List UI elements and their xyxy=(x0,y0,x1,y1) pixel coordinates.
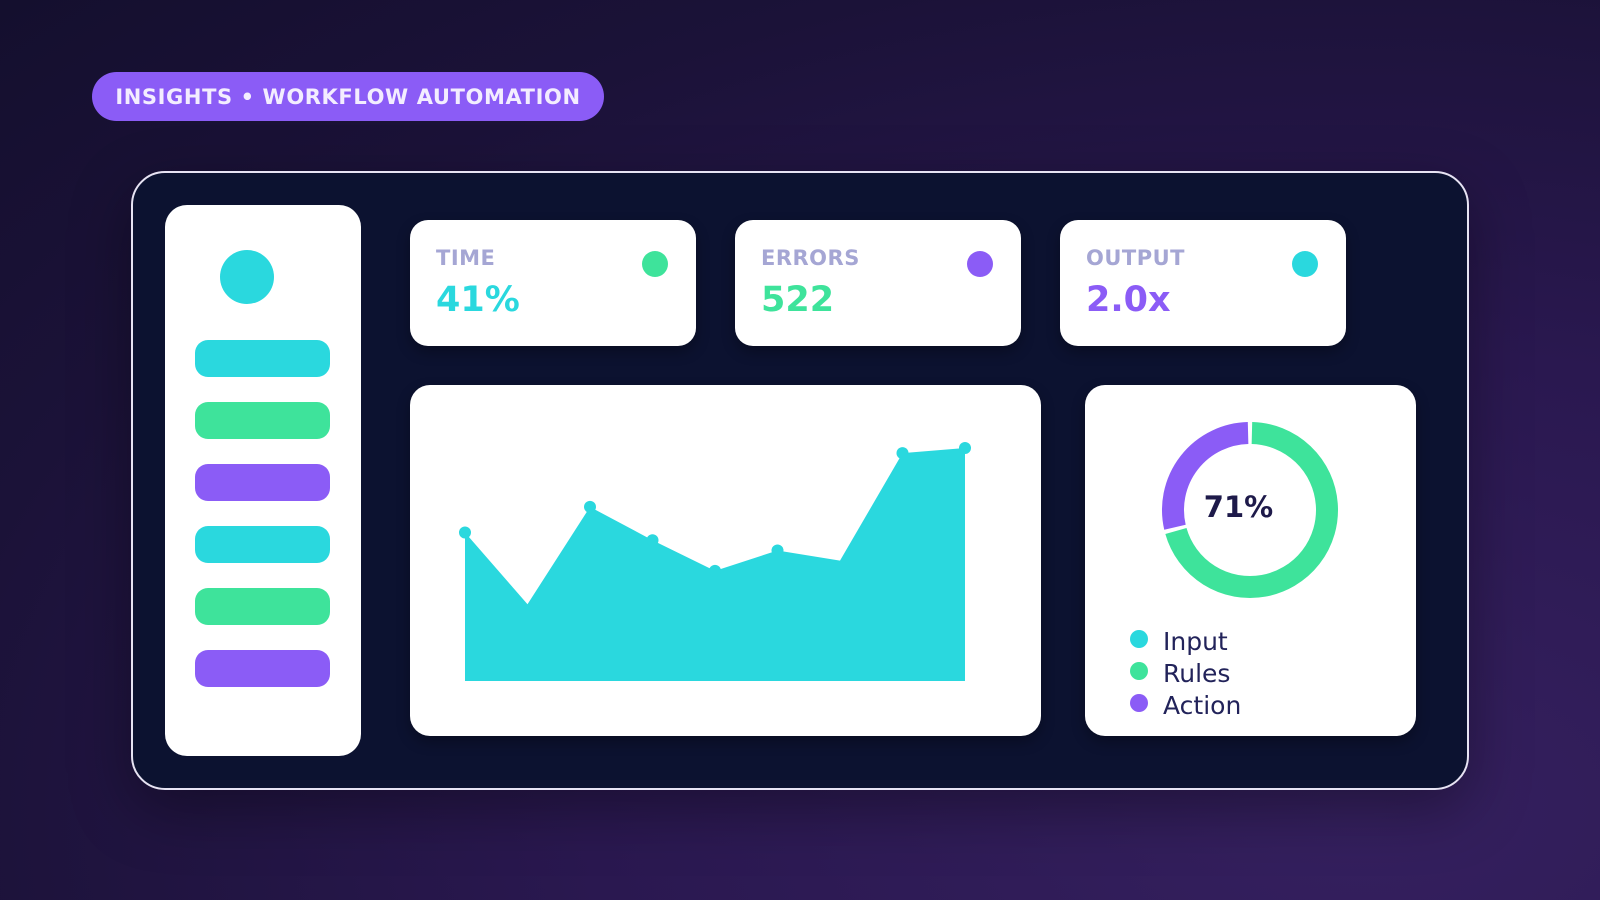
legend-dot-icon xyxy=(1130,662,1148,680)
kpi-card-time[interactable]: TIME 41% xyxy=(410,220,696,346)
status-dot-icon xyxy=(1292,251,1318,277)
donut-chart-card: 71% Input Rules Action xyxy=(1085,385,1416,736)
kpi-value: 522 xyxy=(761,280,835,320)
avatar[interactable] xyxy=(220,250,274,304)
donut-slice-rules[interactable] xyxy=(1165,422,1338,598)
data-point[interactable] xyxy=(709,564,721,577)
data-point[interactable] xyxy=(459,526,471,539)
sidebar-item-3[interactable] xyxy=(195,464,330,501)
legend-label: Input xyxy=(1163,626,1228,656)
data-point[interactable] xyxy=(771,544,784,557)
donut-center-label: 71% xyxy=(1203,490,1274,524)
kpi-card-output[interactable]: OUTPUT 2.0x xyxy=(1060,220,1346,346)
sidebar-item-1[interactable] xyxy=(195,340,330,377)
kpi-card-errors[interactable]: ERRORS 522 xyxy=(735,220,1021,346)
sidebar xyxy=(165,205,361,756)
data-point[interactable] xyxy=(646,534,659,547)
kpi-value: 41% xyxy=(436,280,520,320)
legend-item-action: Action xyxy=(1130,689,1241,721)
sidebar-item-5[interactable] xyxy=(195,588,330,625)
legend-label: Rules xyxy=(1163,658,1231,688)
area-chart xyxy=(459,442,971,681)
area-series xyxy=(465,448,965,681)
legend-label: Action xyxy=(1163,690,1242,720)
category-tag-label: INSIGHTS • WORKFLOW AUTOMATION xyxy=(115,84,581,109)
kpi-label: OUTPUT xyxy=(1086,246,1185,270)
kpi-value: 2.0x xyxy=(1086,280,1171,320)
donut-chart xyxy=(1162,422,1338,598)
sidebar-item-4[interactable] xyxy=(195,526,330,563)
kpi-label: ERRORS xyxy=(761,246,860,270)
data-point[interactable] xyxy=(959,442,971,455)
status-dot-icon xyxy=(642,251,668,277)
area-chart-card xyxy=(410,385,1041,736)
donut-slice-action[interactable] xyxy=(1162,422,1249,530)
donut-legend: Input Rules Action xyxy=(1130,625,1241,721)
category-tag: INSIGHTS • WORKFLOW AUTOMATION xyxy=(92,72,604,121)
sidebar-item-6[interactable] xyxy=(195,650,330,687)
legend-item-input: Input xyxy=(1130,625,1241,657)
sidebar-item-2[interactable] xyxy=(195,402,330,439)
data-point[interactable] xyxy=(584,500,596,513)
legend-dot-icon xyxy=(1130,630,1148,648)
legend-dot-icon xyxy=(1130,694,1148,712)
status-dot-icon xyxy=(967,251,993,277)
data-point[interactable] xyxy=(896,447,909,460)
legend-item-rules: Rules xyxy=(1130,657,1241,689)
kpi-label: TIME xyxy=(436,246,496,270)
